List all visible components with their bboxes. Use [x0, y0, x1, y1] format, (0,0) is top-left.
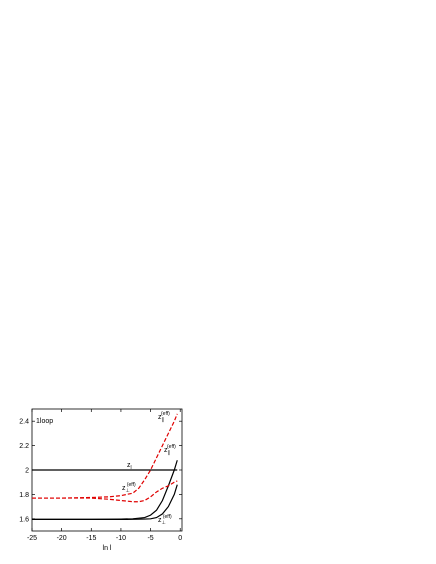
series-line [32, 480, 178, 503]
label-sub: ∥ [168, 450, 171, 456]
label-sub: ⊥ [126, 488, 130, 494]
label-sub: ⊥ [162, 520, 166, 526]
plot-label: 1loop [36, 418, 53, 425]
curve-label: z∥(eff) [164, 444, 176, 456]
series-line [32, 484, 178, 521]
label-sup: (eff) [167, 444, 176, 450]
x-tick-label: -15 [86, 535, 96, 542]
label-base: z [127, 462, 131, 469]
x-tick-label: -20 [57, 535, 67, 542]
label-sub: ∥ [162, 417, 165, 423]
y-tick-label: 2.4 [19, 419, 29, 426]
x-tick-label: -10 [116, 535, 126, 542]
y-tick-label: 2.2 [19, 443, 29, 450]
y-tick-label: 1.8 [19, 492, 29, 499]
curve-label: z⊥(eff) [158, 514, 172, 526]
label-sup: (eff) [161, 411, 170, 417]
y-tick-label: 1.6 [19, 516, 29, 523]
series-line [32, 413, 178, 499]
label-sup: (eff) [127, 482, 136, 488]
x-tick-label: 0 [178, 535, 182, 542]
label-base: z [158, 414, 162, 421]
x-tick-label: -5 [147, 535, 153, 542]
x-axis-label: ln l [103, 545, 112, 552]
label-sub: l [131, 465, 132, 471]
curve-label: z∥(eff) [158, 411, 170, 423]
label-base: z [164, 447, 168, 454]
curve-label: z⊥(eff) [122, 482, 136, 494]
y-tick-label: 2 [25, 468, 29, 475]
label-base: z [122, 485, 126, 492]
curve-label: zl [127, 462, 132, 471]
x-tick-label: -25 [27, 535, 37, 542]
label-base: z [158, 517, 162, 524]
label-sup: (eff) [163, 514, 172, 520]
